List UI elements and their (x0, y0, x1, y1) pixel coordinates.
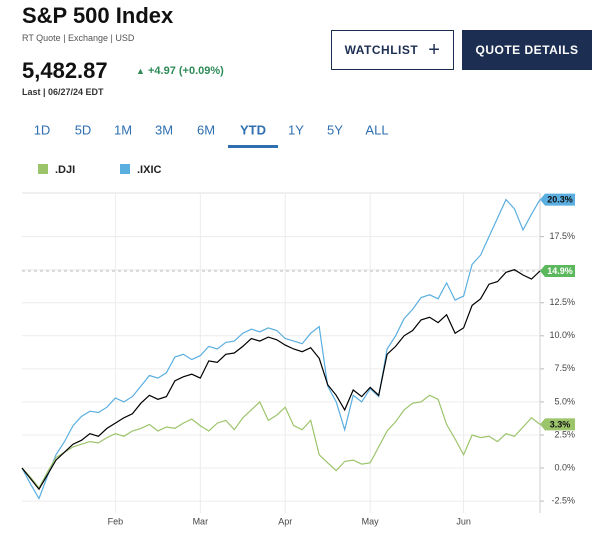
value-badge: 14.9% (540, 265, 575, 278)
y-tick-label: 12.5% (549, 297, 575, 307)
range-tab[interactable]: 3M (155, 122, 173, 137)
price: 5,482.87 (22, 58, 108, 83)
value-badge: 3.3% (540, 418, 575, 431)
last-updated: Last | 06/27/24 EDT (22, 87, 104, 97)
up-arrow: ▲ (136, 66, 145, 76)
value-badge: 20.3% (540, 193, 575, 206)
index-title: S&P 500 Index (22, 3, 174, 28)
badge-shape (540, 265, 575, 278)
button-label: WATCHLIST (344, 43, 419, 57)
range-tab[interactable]: 5D (75, 122, 92, 137)
y-tick-label: 5.0% (554, 396, 575, 406)
quote-subtitle: RT Quote | Exchange | USD (22, 33, 135, 43)
badge-label: 14.9% (547, 266, 573, 276)
y-tick-label: 0.0% (554, 462, 575, 472)
range-tab[interactable]: 1Y (288, 122, 304, 137)
x-tick-label: May (362, 516, 380, 526)
price-change: ▲ +4.97 (+0.09%) (136, 65, 224, 77)
series-line (21, 394, 541, 489)
y-tick-label: 10.0% (549, 330, 575, 340)
series-line (21, 269, 541, 491)
legend-label: .DJI (55, 164, 75, 176)
x-tick-label: Mar (193, 516, 209, 526)
y-tick-label: 7.5% (554, 363, 575, 373)
quote-details-button[interactable]: QUOTE DETAILS (462, 30, 592, 70)
button-label: QUOTE DETAILS (475, 43, 579, 57)
x-tick-label: Feb (108, 516, 124, 526)
range-tab[interactable]: YTD (240, 122, 266, 137)
badge-shape (540, 193, 575, 206)
legend-label: .IXIC (137, 164, 162, 176)
change-text: +4.97 (+0.09%) (147, 65, 224, 77)
y-tick-label: -2.5% (551, 495, 575, 505)
x-tick-label: Jun (456, 516, 471, 526)
y-tick-label: 2.5% (554, 429, 575, 439)
range-tab[interactable]: 6M (197, 122, 215, 137)
badge-label: 3.3% (550, 419, 571, 429)
x-tick-label: Apr (278, 516, 292, 526)
active-tab-underline (228, 145, 278, 148)
badge-shape (540, 418, 575, 431)
legend-swatch (120, 164, 130, 174)
watchlist-button[interactable]: WATCHLIST + (331, 30, 454, 70)
y-tick-label: 17.5% (549, 231, 575, 241)
range-tab[interactable]: 5Y (327, 122, 343, 137)
plus-icon: + (428, 38, 441, 61)
range-tab[interactable]: 1M (114, 122, 132, 137)
badge-label: 20.3% (547, 194, 573, 204)
legend-swatch (38, 164, 48, 174)
series-line (21, 198, 541, 500)
range-tab[interactable]: ALL (365, 122, 388, 137)
range-tab[interactable]: 1D (34, 122, 51, 137)
